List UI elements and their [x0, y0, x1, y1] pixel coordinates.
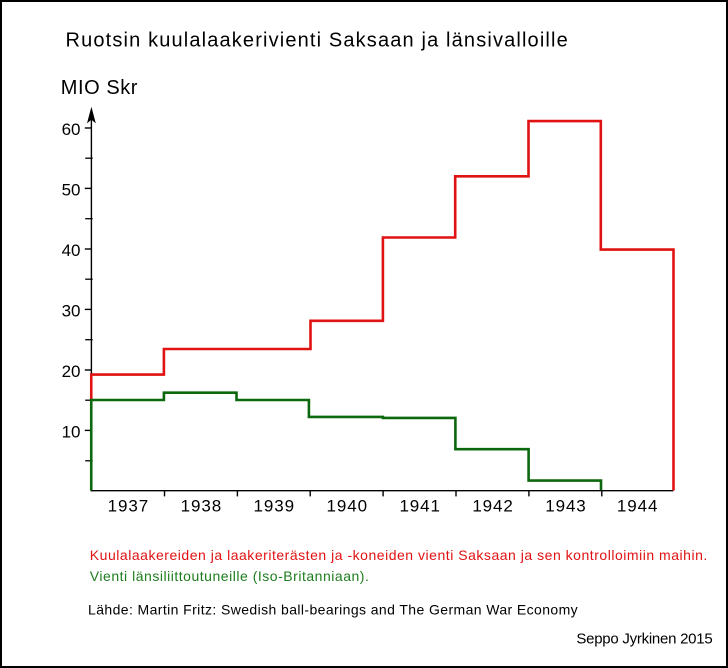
svg-text:Seppo Jyrkinen 2015: Seppo Jyrkinen 2015 — [576, 631, 712, 648]
svg-text:Ruotsin kuulalaakerivienti Sak: Ruotsin kuulalaakerivienti Saksaan ja lä… — [66, 30, 569, 52]
svg-text:Lähde: Martin Fritz: Swedish b: Lähde: Martin Fritz: Swedish ball-bearin… — [88, 602, 578, 618]
svg-text:30: 30 — [62, 301, 81, 320]
svg-text:MIO Skr: MIO Skr — [61, 77, 138, 99]
svg-text:1938: 1938 — [181, 497, 222, 516]
svg-text:1942: 1942 — [472, 497, 513, 516]
svg-text:60: 60 — [62, 120, 81, 139]
svg-text:1940: 1940 — [327, 497, 368, 516]
svg-text:Kuulalaakereiden ja laakeriter: Kuulalaakereiden ja laakeriterästen ja -… — [90, 547, 708, 563]
svg-text:1937: 1937 — [108, 497, 149, 516]
svg-text:40: 40 — [62, 241, 81, 260]
svg-text:20: 20 — [62, 362, 81, 381]
svg-text:1943: 1943 — [545, 497, 586, 516]
svg-text:50: 50 — [62, 180, 81, 199]
svg-text:Vienti länsiliittoutuneille (I: Vienti länsiliittoutuneille (Iso-Britann… — [90, 568, 370, 584]
svg-text:1941: 1941 — [399, 497, 440, 516]
svg-text:1944: 1944 — [617, 497, 658, 516]
svg-text:10: 10 — [62, 422, 81, 441]
svg-text:1939: 1939 — [254, 497, 295, 516]
